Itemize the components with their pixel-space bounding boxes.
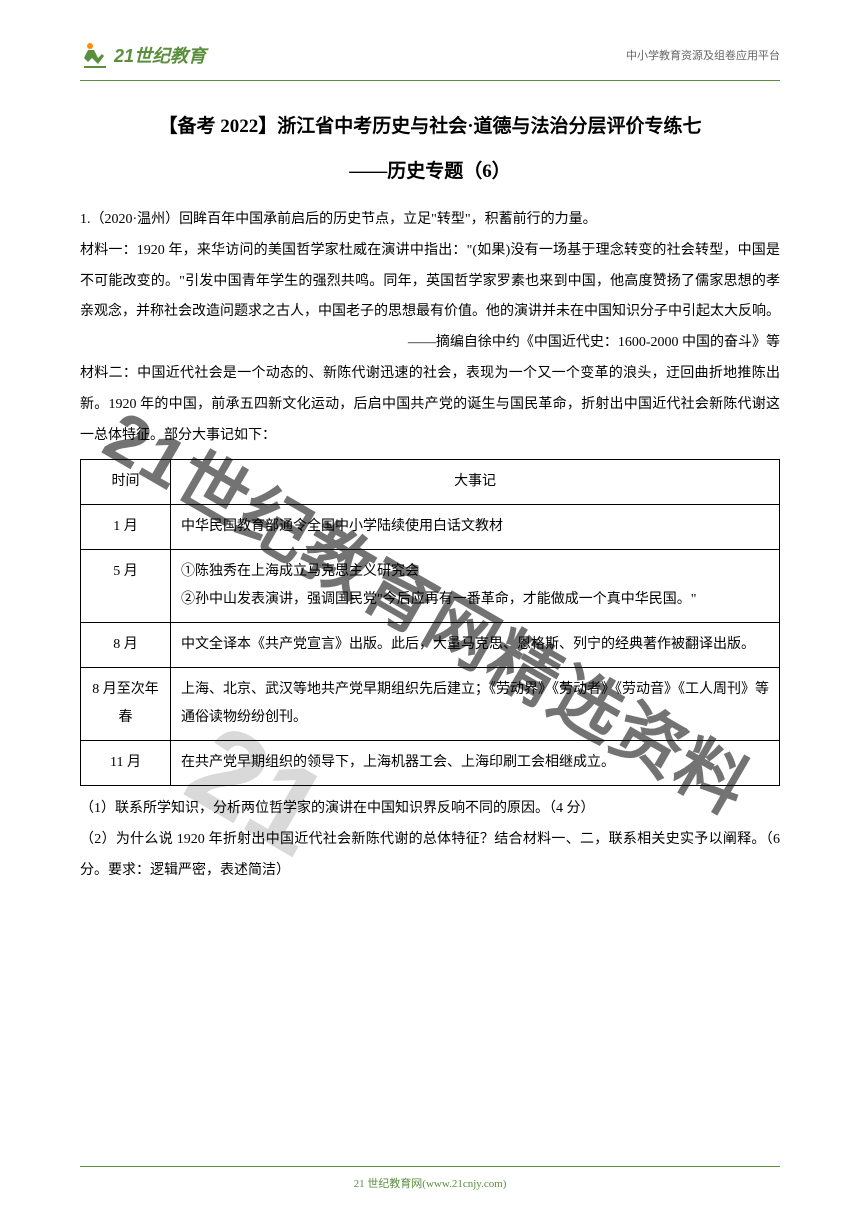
material-two: 材料二：中国近代社会是一个动态的、新陈代谢迅速的社会，表现为一个又一个变革的浪头… [80, 359, 780, 451]
table-cell-time: 1 月 [81, 505, 171, 550]
table-header-event: 大事记 [171, 460, 780, 505]
footer-text: 21 世纪教育网(www.21cnjy.com) [0, 1175, 860, 1191]
footer-divider [80, 1166, 780, 1167]
logo-icon [80, 40, 110, 70]
material-one: 材料一：1920 年，来华访问的美国哲学家杜威在演讲中指出："(如果)没有一场基… [80, 236, 780, 328]
question-intro: 1.（2020·温州）回眸百年中国承前启后的历史节点，立足"转型"，积蓄前行的力… [80, 205, 780, 236]
table-row: 8 月至次年春 上海、北京、武汉等地共产党早期组织先后建立；《劳动界》《劳动者》… [81, 668, 780, 741]
document-title: 【备考 2022】浙江省中考历史与社会·道德与法治分层评价专练七 [80, 111, 780, 138]
table-cell-event: 在共产党早期组织的领导下，上海机器工会、上海印刷工会相继成立。 [171, 741, 780, 786]
table-cell-time: 5 月 [81, 550, 171, 623]
table-cell-event: 上海、北京、武汉等地共产党早期组织先后建立；《劳动界》《劳动者》《劳动音》《工人… [171, 668, 780, 741]
header-divider [80, 80, 780, 81]
table-cell-time: 8 月 [81, 623, 171, 668]
logo: 21世纪教育 [80, 40, 206, 70]
page-footer: 21 世纪教育网(www.21cnjy.com) [0, 1166, 860, 1191]
table-cell-event: 中文全译本《共产党宣言》出版。此后，大量马克思、恩格斯、列宁的经典著作被翻译出版… [171, 623, 780, 668]
question-one: （1）联系所学知识，分析两位哲学家的演讲在中国知识界反响不同的原因。（4 分） [80, 794, 780, 825]
table-header-row: 时间 大事记 [81, 460, 780, 505]
page-header: 21世纪教育 中小学教育资源及组卷应用平台 [80, 40, 780, 70]
table-cell-time: 11 月 [81, 741, 171, 786]
table-cell-time: 8 月至次年春 [81, 668, 171, 741]
question-two: （2）为什么说 1920 年折射出中国近代社会新陈代谢的总体特征？结合材料一、二… [80, 825, 780, 887]
table-row: 11 月 在共产党早期组织的领导下，上海机器工会、上海印刷工会相继成立。 [81, 741, 780, 786]
events-table: 时间 大事记 1 月 中华民国教育部通令全国中小学陆续使用白话文教材 5 月 ①… [80, 459, 780, 786]
table-row: 1 月 中华民国教育部通令全国中小学陆续使用白话文教材 [81, 505, 780, 550]
header-subtitle: 中小学教育资源及组卷应用平台 [626, 47, 780, 63]
table-cell-event: ①陈独秀在上海成立马克思主义研究会 ②孙中山发表演讲，强调国民党"今后应再有一番… [171, 550, 780, 623]
table-cell-event: 中华民国教育部通令全国中小学陆续使用白话文教材 [171, 505, 780, 550]
table-header-time: 时间 [81, 460, 171, 505]
table-row: 5 月 ①陈独秀在上海成立马克思主义研究会 ②孙中山发表演讲，强调国民党"今后应… [81, 550, 780, 623]
source-attribution: ——摘编自徐中约《中国近代史：1600-2000 中国的奋斗》等 [80, 328, 780, 359]
logo-text: 21世纪教育 [114, 42, 206, 68]
table-row: 8 月 中文全译本《共产党宣言》出版。此后，大量马克思、恩格斯、列宁的经典著作被… [81, 623, 780, 668]
document-subtitle: ——历史专题（6） [80, 156, 780, 183]
